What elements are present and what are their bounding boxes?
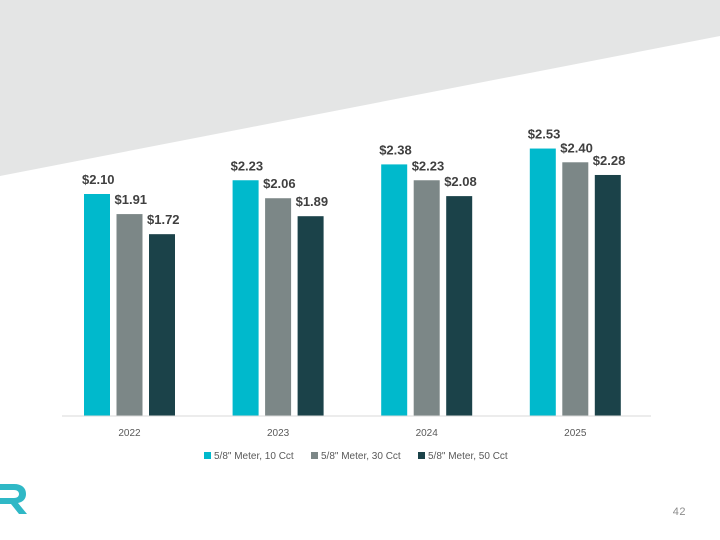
bar-2024-series-1 xyxy=(381,164,408,416)
data-label-2023-series-2: $2.06 xyxy=(263,176,296,191)
legend-swatch-series-2 xyxy=(311,452,318,459)
page-number: 42 xyxy=(672,506,686,518)
logo-r-shape xyxy=(0,484,27,514)
legend-label-series-3: 5/8" Meter, 50 Cct xyxy=(428,451,508,462)
data-label-2022-series-1: $2.10 xyxy=(82,172,115,187)
x-tick-label-2022: 2022 xyxy=(118,428,141,439)
bar-2025-series-3 xyxy=(594,174,621,416)
data-label-2024-series-2: $2.23 xyxy=(412,158,445,173)
bar-2023-series-3 xyxy=(297,216,324,416)
x-tick-label-2024: 2024 xyxy=(416,428,439,439)
legend: 5/8" Meter, 10 Cct 5/8" Meter, 30 Cct 5/8"… xyxy=(204,451,508,462)
bar-2023-series-1 xyxy=(232,180,259,416)
bar-2022-series-2 xyxy=(116,214,143,416)
data-label-2025-series-1: $2.53 xyxy=(528,127,561,142)
bar-2025-series-1 xyxy=(529,148,556,417)
bar-2022-series-3 xyxy=(149,234,175,416)
bar-2025-series-2 xyxy=(562,162,589,416)
x-tick-label-2025: 2025 xyxy=(564,428,587,439)
bar-2024-series-3 xyxy=(446,196,473,416)
data-label-2024-series-3: $2.08 xyxy=(444,174,477,189)
legend-swatch-series-3 xyxy=(418,452,425,459)
legend-label-series-1: 5/8" Meter, 10 Cct xyxy=(214,451,294,462)
legend-swatch-series-1 xyxy=(204,452,211,459)
data-label-2023-series-3: $1.89 xyxy=(296,194,329,209)
x-tick-labels-group: 2022 2023 2024 2025 xyxy=(118,428,586,439)
background-band-shape xyxy=(0,0,720,176)
data-label-2022-series-3: $1.72 xyxy=(147,212,180,227)
data-label-2022-series-2: $1.91 xyxy=(115,192,148,207)
data-label-2023-series-1: $2.23 xyxy=(231,158,264,173)
data-label-2024-series-1: $2.38 xyxy=(379,142,412,157)
bars-group xyxy=(84,148,621,417)
legend-label-series-2: 5/8" Meter, 30 Cct xyxy=(321,451,401,462)
x-tick-label-2023: 2023 xyxy=(267,428,290,439)
data-label-2025-series-2: $2.40 xyxy=(560,140,593,155)
bar-2023-series-2 xyxy=(265,198,292,416)
data-labels-group: $2.10$1.91$1.72$2.23$2.06$1.89$2.38$2.23… xyxy=(82,127,625,228)
brand-r-logo-icon xyxy=(0,484,27,514)
data-label-2025-series-3: $2.28 xyxy=(593,153,626,168)
bar-2024-series-2 xyxy=(413,180,440,416)
bar-2022-series-1 xyxy=(84,194,110,416)
